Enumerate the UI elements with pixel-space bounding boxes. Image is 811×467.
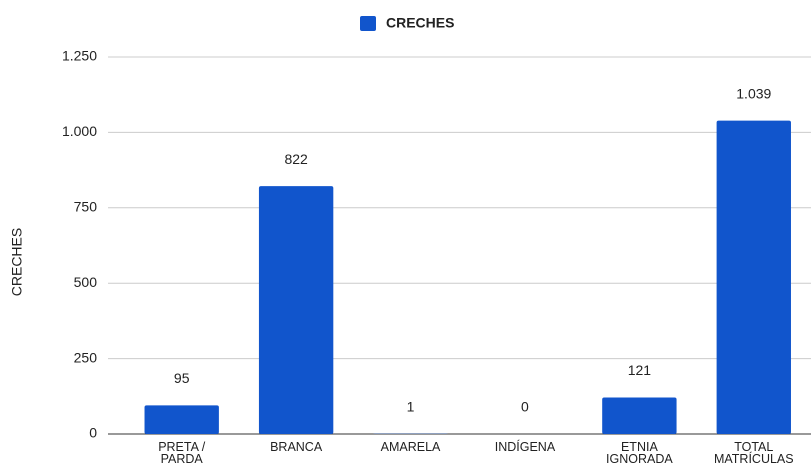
data-label: 1.039 bbox=[736, 85, 771, 101]
y-tick-label: 1.250 bbox=[62, 48, 97, 64]
x-tick-label: BRANCA bbox=[270, 440, 323, 454]
x-tick-label: INDÍGENA bbox=[494, 440, 556, 454]
x-tick-label: AMARELA bbox=[380, 440, 441, 454]
legend-swatch bbox=[360, 16, 376, 31]
data-label: 0 bbox=[521, 399, 529, 415]
y-tick-label: 1.000 bbox=[62, 123, 97, 139]
bar bbox=[144, 405, 219, 434]
y-tick-label: 750 bbox=[74, 199, 98, 215]
bar bbox=[602, 397, 677, 434]
data-label: 121 bbox=[628, 362, 652, 378]
y-tick-label: 500 bbox=[74, 274, 98, 290]
data-label: 1 bbox=[407, 398, 415, 414]
y-tick-label: 0 bbox=[89, 425, 97, 441]
data-label: 95 bbox=[174, 370, 190, 386]
bar bbox=[258, 186, 334, 434]
x-tick-label: ETNIA IGNORADA bbox=[606, 440, 673, 466]
y-tick-label: 250 bbox=[74, 349, 98, 365]
legend-label: CRECHES bbox=[386, 15, 454, 31]
x-tick-label: TOTAL MATRÍCULAS bbox=[713, 440, 794, 466]
y-axis-label: CRECHES bbox=[9, 228, 25, 296]
x-tick-label: PRETA / PARDA bbox=[158, 440, 206, 466]
data-label: 822 bbox=[284, 151, 308, 167]
bar bbox=[716, 120, 791, 434]
